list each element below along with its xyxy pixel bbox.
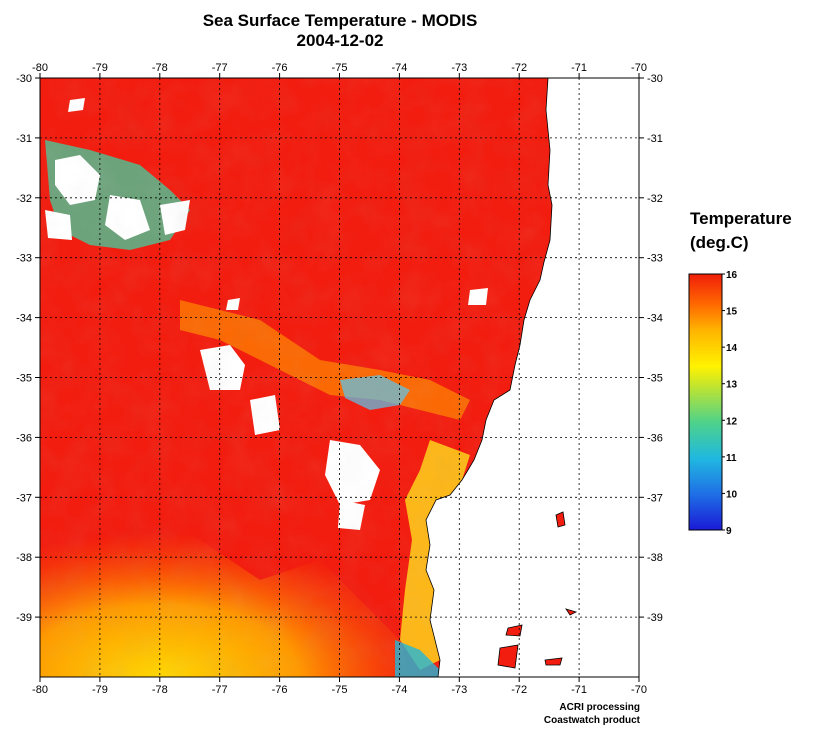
- product-credit: Coastwatch product: [543, 715, 640, 726]
- lat-label-right: -38: [647, 552, 663, 564]
- lon-label-top: -76: [272, 62, 288, 74]
- lon-label-bottom: -80: [32, 684, 48, 696]
- colorbar-tick-label: 12: [726, 416, 738, 427]
- lon-label-bottom: -74: [391, 684, 407, 696]
- lat-label-right: -37: [647, 492, 663, 504]
- map-title: Sea Surface Temperature - MODIS: [202, 11, 478, 30]
- colorbar-tick-label: 13: [726, 380, 738, 391]
- lat-label-right: -31: [647, 133, 663, 145]
- lat-label-left: -35: [16, 373, 32, 385]
- lat-label-right: -39: [647, 612, 663, 624]
- map-date: 2004-12-02: [296, 31, 384, 50]
- colorbar-tick-label: 15: [726, 307, 738, 318]
- lon-label-top: -70: [631, 62, 647, 74]
- lat-label-left: -37: [16, 492, 32, 504]
- lat-label-left: -33: [16, 253, 32, 265]
- colorbar: [688, 273, 723, 531]
- lon-label-bottom: -70: [631, 684, 647, 696]
- plot-frame: [39, 77, 640, 678]
- colorbar-tick-label: 11: [726, 453, 737, 464]
- lon-label-bottom: -72: [511, 684, 527, 696]
- lat-label-right: -35: [647, 373, 663, 385]
- lon-label-top: -79: [92, 62, 108, 74]
- lon-label-top: -72: [511, 62, 527, 74]
- lat-label-right: -33: [647, 253, 663, 265]
- lat-label-left: -32: [16, 193, 32, 205]
- islands: [497, 511, 578, 669]
- colorbar-title: Temperature: [690, 209, 792, 228]
- axis-ticks: -80 -80 -79 -79 -78 -78 -77 -77 -76 -76 -75 -75 -74 -…: [16, 62, 663, 696]
- lon-label-bottom: -76: [272, 684, 288, 696]
- lon-label-bottom: -71: [571, 684, 587, 696]
- lat-label-left: -30: [16, 73, 32, 85]
- lat-label-right: -36: [647, 432, 663, 444]
- lon-label-top: -77: [212, 62, 228, 74]
- processing-credit: ACRI processing: [559, 702, 640, 713]
- colorbar-tick-label: 9: [726, 526, 732, 537]
- lon-label-bottom: -77: [212, 684, 228, 696]
- lat-label-left: -34: [16, 313, 32, 325]
- lat-label-left: -38: [16, 552, 32, 564]
- lat-label-left: -36: [16, 432, 32, 444]
- lon-label-bottom: -73: [451, 684, 467, 696]
- colorbar-labels: 16 15 14 13 12 11 10 9: [722, 270, 738, 537]
- colorbar-unit: (deg.C): [690, 233, 749, 252]
- lat-label-right: -32: [647, 193, 663, 205]
- lon-label-top: -73: [451, 62, 467, 74]
- lon-label-top: -80: [32, 62, 48, 74]
- lon-label-top: -71: [571, 62, 587, 74]
- lat-label-right: -34: [647, 313, 663, 325]
- colorbar-tick-label: 10: [726, 489, 738, 500]
- lat-label-left: -39: [16, 612, 32, 624]
- lon-label-top: -74: [391, 62, 407, 74]
- lon-label-bottom: -75: [332, 684, 348, 696]
- land-mass: [425, 78, 639, 677]
- lat-label-right: -30: [647, 73, 663, 85]
- lon-label-top: -78: [152, 62, 168, 74]
- lon-label-top: -75: [332, 62, 348, 74]
- lon-label-bottom: -78: [152, 684, 168, 696]
- lat-label-left: -31: [16, 133, 32, 145]
- lon-label-bottom: -79: [92, 684, 108, 696]
- colorbar-tick-label: 14: [726, 343, 738, 354]
- colorbar-tick-label: 16: [726, 270, 738, 281]
